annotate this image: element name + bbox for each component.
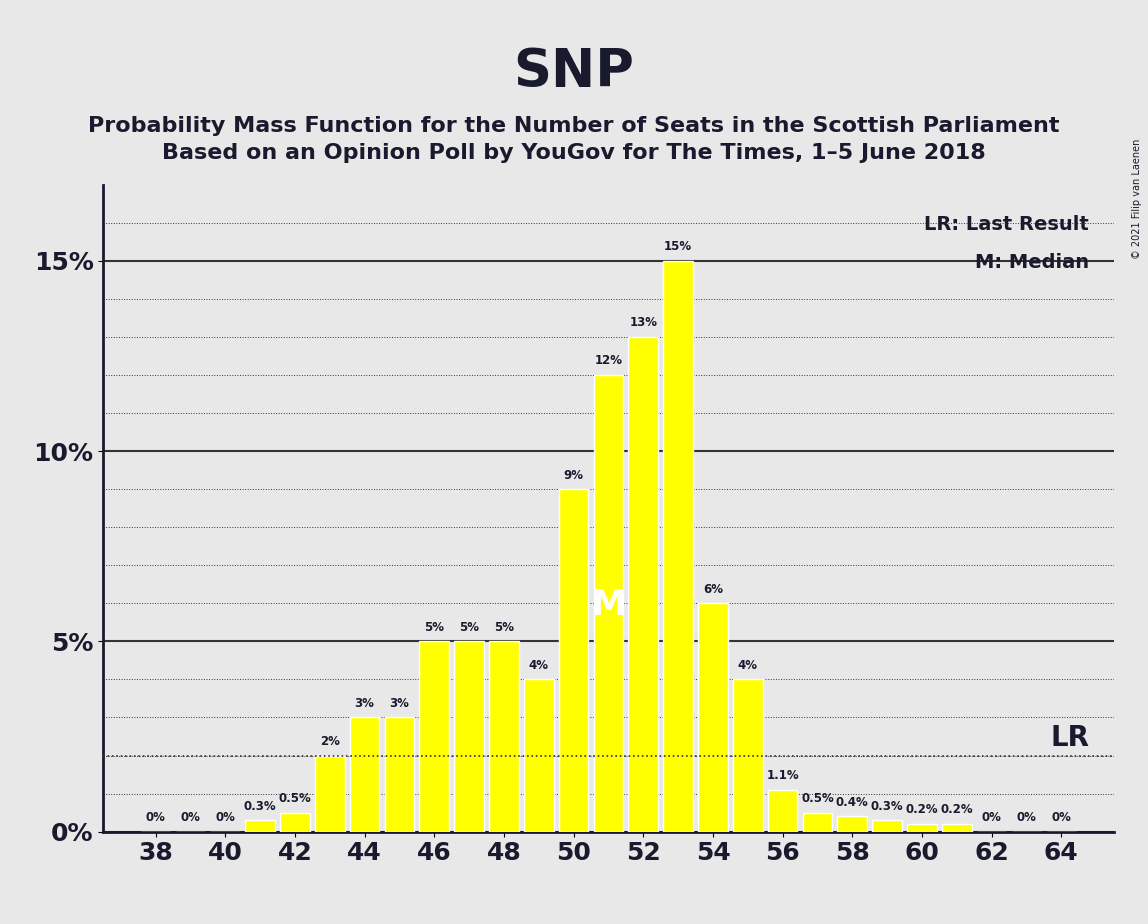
Text: 5%: 5% [494, 621, 514, 634]
Bar [489, 641, 519, 832]
Bar [802, 812, 832, 832]
Text: 0.3%: 0.3% [243, 799, 277, 812]
Bar [419, 641, 449, 832]
Bar [628, 337, 658, 832]
Text: 0.3%: 0.3% [871, 799, 903, 812]
Bar [872, 821, 902, 832]
Text: 0%: 0% [216, 811, 235, 824]
Text: 5%: 5% [459, 621, 479, 634]
Text: 0.4%: 0.4% [836, 796, 869, 808]
Bar [732, 679, 762, 832]
Bar [559, 489, 589, 832]
Bar [594, 375, 623, 832]
Text: 0.2%: 0.2% [940, 803, 974, 817]
Text: © 2021 Filip van Laenen: © 2021 Filip van Laenen [1132, 139, 1142, 259]
Bar [523, 679, 553, 832]
Text: Based on an Opinion Poll by YouGov for The Times, 1–5 June 2018: Based on an Opinion Poll by YouGov for T… [162, 143, 986, 164]
Text: 4%: 4% [738, 659, 758, 672]
Bar [455, 641, 484, 832]
Text: 13%: 13% [629, 316, 658, 329]
Text: SNP: SNP [513, 46, 635, 98]
Text: 0.2%: 0.2% [906, 803, 938, 817]
Text: M: Median: M: Median [975, 253, 1089, 273]
Text: 15%: 15% [664, 240, 692, 253]
Text: Probability Mass Function for the Number of Seats in the Scottish Parliament: Probability Mass Function for the Number… [88, 116, 1060, 136]
Bar [385, 717, 414, 832]
Bar [838, 817, 867, 832]
Text: 3%: 3% [389, 697, 410, 710]
Text: 0.5%: 0.5% [279, 792, 311, 805]
Bar [907, 824, 937, 832]
Bar [768, 790, 798, 832]
Text: 4%: 4% [529, 659, 549, 672]
Bar [664, 261, 693, 832]
Text: 0%: 0% [1016, 811, 1037, 824]
Text: 6%: 6% [703, 583, 723, 596]
Text: 0.5%: 0.5% [801, 792, 833, 805]
Text: 1.1%: 1.1% [767, 769, 799, 782]
Text: LR: LR [1050, 723, 1089, 752]
Bar [350, 717, 379, 832]
Text: 5%: 5% [425, 621, 444, 634]
Text: 3%: 3% [355, 697, 374, 710]
Text: 0%: 0% [1052, 811, 1071, 824]
Text: 0%: 0% [180, 811, 201, 824]
Text: 0%: 0% [982, 811, 1001, 824]
Text: M: M [590, 589, 627, 623]
Text: 2%: 2% [320, 735, 340, 748]
Text: 12%: 12% [595, 355, 622, 368]
Text: LR: Last Result: LR: Last Result [924, 215, 1089, 235]
Bar [698, 603, 728, 832]
Bar [943, 824, 971, 832]
Bar [246, 821, 274, 832]
Text: 9%: 9% [564, 468, 583, 481]
Text: 0%: 0% [146, 811, 165, 824]
Bar [280, 812, 310, 832]
Bar [315, 756, 344, 832]
